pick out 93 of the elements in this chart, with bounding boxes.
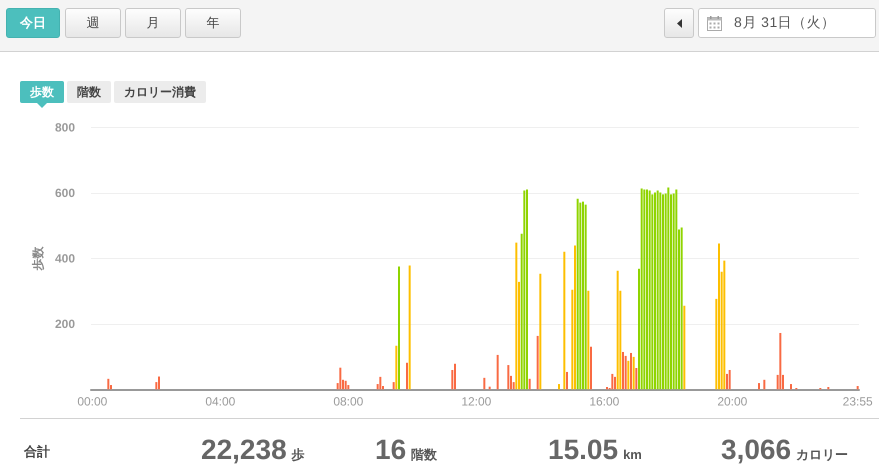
date-field: 8月 31日（火） [698,8,876,38]
bar [379,376,382,390]
bar [408,266,411,390]
bar [672,193,675,390]
text: 3,066 [721,434,792,465]
bar [611,374,614,390]
y-tick-label: 200 [54,316,76,331]
y-tick-label: 800 [54,120,76,134]
bar [339,368,342,390]
bar [648,190,651,390]
bar [659,192,662,390]
bar [523,190,526,390]
bar [640,188,643,390]
bar [632,356,635,390]
bar [723,260,726,390]
bar [507,365,510,390]
x-tick-label: 00:00 [77,394,108,408]
tab-button: 年 [185,8,241,38]
y-tick-label: 400 [54,251,76,266]
bar [587,290,590,390]
bar [651,194,654,390]
bar [536,336,539,390]
text: 階数 [411,447,438,462]
bar [590,346,592,390]
tab-button: 今日 [6,8,60,38]
bar [635,368,638,390]
bar [483,378,486,390]
tab-button: 月 [125,8,181,38]
bar [576,198,579,390]
tab-button: 週 [65,8,121,38]
bar [496,354,499,390]
bar [627,360,630,390]
text: 16 [375,434,406,465]
tab-button: カロリー消費 [114,81,206,103]
x-tick-label: 08:00 [333,394,364,408]
bar [675,190,678,390]
bar [728,370,731,390]
bar [526,190,528,390]
bar [579,202,582,390]
bar [683,306,686,390]
bar [680,228,683,390]
bar [344,380,347,390]
bar [656,190,659,390]
bar [726,374,728,390]
bar [563,252,566,390]
bar [630,352,632,390]
bar [779,332,782,390]
bar [622,352,624,390]
bar [406,362,408,390]
tab-button: 歩数 [20,81,64,103]
text: 歩 [292,447,305,462]
bar [454,364,456,390]
bar [539,274,542,390]
text: 合計 [24,444,50,459]
text: 22,238 [201,434,287,465]
x-tick-label: 04:00 [205,394,236,408]
y-tick-label: 600 [54,186,76,200]
bar [662,194,664,390]
bar [643,190,646,390]
bar [614,376,616,390]
bar [654,192,656,390]
x-tick-label: 12:00 [461,394,492,408]
bar [584,204,587,390]
bar [790,384,792,390]
bar [624,356,627,390]
bar [158,376,160,390]
bar [395,346,398,390]
bar [758,383,760,390]
x-tick-label: 23:55 [842,394,874,408]
bar [488,386,491,390]
bar [646,190,648,390]
bar [856,386,859,390]
bar [528,378,531,390]
x-tick-label: 16:00 [589,394,620,408]
y-axis-title: 歩数 [31,245,46,272]
text: 15.05 [548,434,618,465]
text: カロリー [796,447,848,462]
bar [582,202,584,390]
bar [107,378,110,390]
bar [515,242,518,390]
bar [398,266,400,390]
tab-button: 階数 [67,81,111,103]
bar [763,380,766,390]
bar [718,244,720,390]
x-tick-label: 20:00 [717,394,748,408]
bar [347,385,350,390]
bar [574,246,576,390]
bar [667,188,670,390]
bar [392,382,395,390]
bar [558,384,560,390]
bar [566,372,568,390]
bar [616,270,619,390]
text: km [623,447,642,462]
